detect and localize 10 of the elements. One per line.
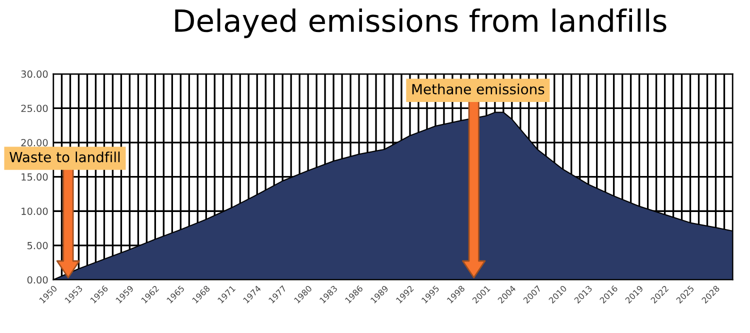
- y-tick-label: 5.00: [27, 242, 48, 250]
- annotation: Methane emissions: [412, 84, 544, 94]
- chart-title: Delayed emissions from landfills: [175, 8, 666, 38]
- y-tick-label: 25.00: [21, 104, 48, 112]
- y-tick-label: 10.00: [22, 208, 48, 215]
- y-tick-label: 20.00: [21, 139, 48, 146]
- y-tick-label: 15.00: [22, 173, 48, 181]
- y-tick-label: 30.00: [21, 70, 48, 78]
- annotation: Waste to landfill: [10, 152, 120, 162]
- y-tick-label: 0.00: [27, 276, 48, 284]
